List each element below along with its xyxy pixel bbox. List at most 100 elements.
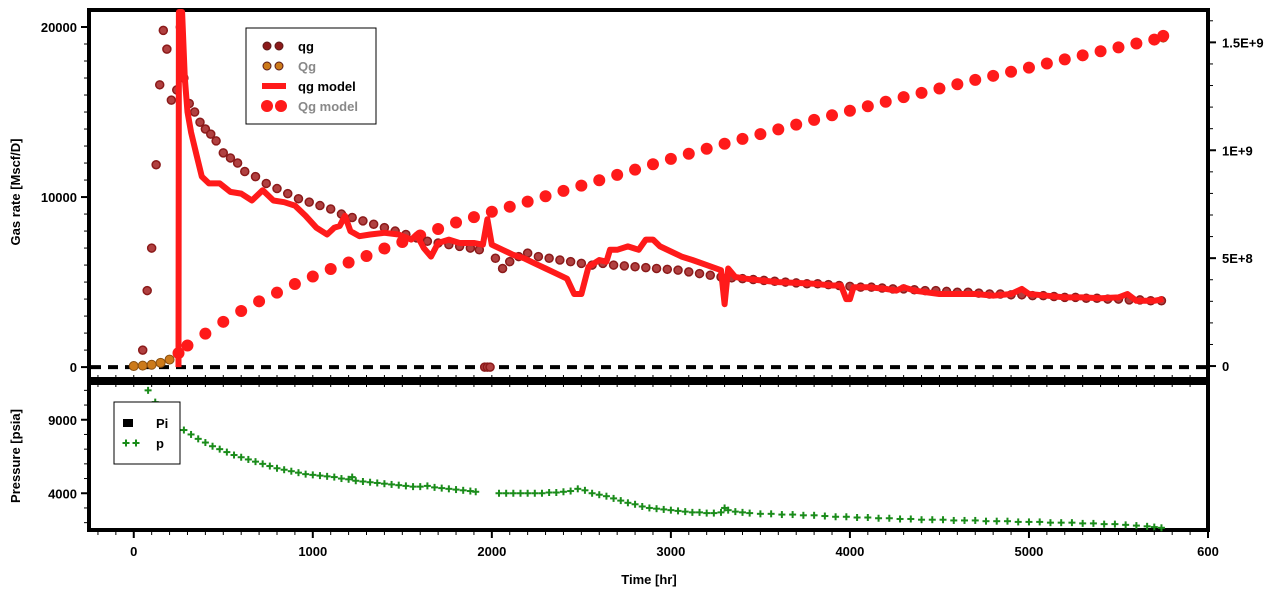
pressure-point xyxy=(756,510,764,518)
pressure-point xyxy=(567,487,575,495)
Qg-model-point xyxy=(700,142,713,155)
pressure-point xyxy=(738,508,746,516)
pressure-point xyxy=(337,475,345,483)
qg-point xyxy=(368,219,379,230)
qg-model-line xyxy=(175,9,1164,368)
pressure-point xyxy=(237,453,245,461)
pressure-point xyxy=(907,515,915,523)
pressure-legend-box xyxy=(113,401,181,465)
pressure-point xyxy=(864,514,872,522)
x-tick-label: 0 xyxy=(130,544,137,559)
pressure-point xyxy=(581,486,589,494)
Qg-model-point xyxy=(450,216,463,229)
pressure-point xyxy=(144,386,152,394)
pressure-point xyxy=(352,477,360,485)
legend-marker-icon xyxy=(262,41,272,51)
qg-point xyxy=(565,256,576,267)
Qg-model-point xyxy=(879,95,892,108)
qg-point xyxy=(211,136,221,146)
pressure-point xyxy=(1057,519,1065,527)
pressure-point xyxy=(1003,517,1011,525)
pressure-point xyxy=(993,517,1001,525)
Qg-model-point xyxy=(467,211,480,224)
pressure-legend: Pi p xyxy=(113,401,181,465)
pressure-point xyxy=(588,489,596,497)
pressure-point xyxy=(602,492,610,500)
pressure-point xyxy=(645,504,653,512)
rate-legend-item: qg model xyxy=(262,79,356,94)
rate-y2-tick-label: 5E+8 xyxy=(1222,251,1253,266)
pressure-legend-label: Pi xyxy=(156,416,168,431)
Qg-model-point xyxy=(987,69,1000,82)
rate-y2-tick-label: 1E+9 xyxy=(1222,143,1253,158)
Qg-model-point xyxy=(503,200,516,213)
pressure-legend-label: p xyxy=(156,436,164,451)
Qg-model-point xyxy=(1157,29,1170,42)
pressure-point xyxy=(445,485,453,493)
pressure-point xyxy=(552,489,560,497)
pressure-point xyxy=(810,511,818,519)
Qg-model-point xyxy=(897,91,910,104)
pressure-point xyxy=(495,489,503,497)
legend-marker-icon xyxy=(262,61,272,71)
pressure-point xyxy=(302,470,310,478)
Qg-point xyxy=(146,359,157,370)
pressure-point xyxy=(918,516,926,524)
pressure-point xyxy=(971,516,979,524)
pressure-panel: 4000 9000 Pressure [psia] Pi p xyxy=(8,381,1210,532)
pressure-point xyxy=(538,489,546,497)
pressure-point xyxy=(502,489,510,497)
Qg-model-point xyxy=(790,118,803,131)
pressure-point xyxy=(452,486,460,494)
pressure-point xyxy=(545,489,553,497)
qg-point xyxy=(158,25,169,36)
pressure-point xyxy=(316,472,324,480)
qg-point xyxy=(325,204,336,214)
pressure-point xyxy=(1132,522,1140,530)
pressure-point xyxy=(574,485,582,493)
Qg-model-point xyxy=(1076,49,1089,62)
pressure-point xyxy=(778,511,786,519)
pressure-point xyxy=(1036,518,1044,526)
Qg-model-point xyxy=(1094,45,1107,58)
pressure-point xyxy=(438,484,446,492)
pressure-point xyxy=(330,473,338,481)
pressure-point xyxy=(896,515,904,523)
pressure-point xyxy=(287,467,295,475)
Qg-point xyxy=(164,354,175,365)
pressure-point xyxy=(266,462,274,470)
qg-point xyxy=(497,263,508,274)
qg-point xyxy=(142,285,152,296)
qg-point xyxy=(490,253,501,264)
Qg-model-point xyxy=(754,128,767,141)
Qg-model-point xyxy=(485,205,498,218)
rate-legend-label: qg model xyxy=(298,79,356,94)
pressure-point xyxy=(674,507,682,515)
pressure-point xyxy=(280,466,288,474)
pressure-point xyxy=(431,483,439,491)
pressure-point xyxy=(516,489,524,497)
Qg-model-point xyxy=(611,168,624,181)
qg-point xyxy=(154,80,165,90)
pressure-point xyxy=(961,516,969,524)
qg-point xyxy=(662,264,673,275)
Qg-model-point xyxy=(575,179,588,192)
pressure-point xyxy=(388,480,396,488)
pressure-point xyxy=(187,430,195,438)
pressure-ticks: 4000 9000 xyxy=(48,389,89,524)
pressure-point xyxy=(395,481,403,489)
rate-panel: 0 10000 20000 0 5E+8 1E+9 1.5E+9 Gas rate [Msc… xyxy=(8,8,1264,381)
Qg-model-point xyxy=(521,195,534,208)
pressure-point xyxy=(842,513,850,521)
pressure-point xyxy=(459,486,467,494)
pressure-point xyxy=(1046,519,1054,527)
qg-point xyxy=(240,166,250,177)
pressure-point xyxy=(1100,520,1108,528)
pressure-point xyxy=(696,508,704,516)
pressure-point xyxy=(717,508,725,516)
pressure-point xyxy=(1122,521,1130,529)
qg-point xyxy=(684,267,694,277)
Qg-model-point xyxy=(217,315,230,328)
Qg-model-point xyxy=(772,123,785,136)
Qg-point xyxy=(128,361,139,372)
